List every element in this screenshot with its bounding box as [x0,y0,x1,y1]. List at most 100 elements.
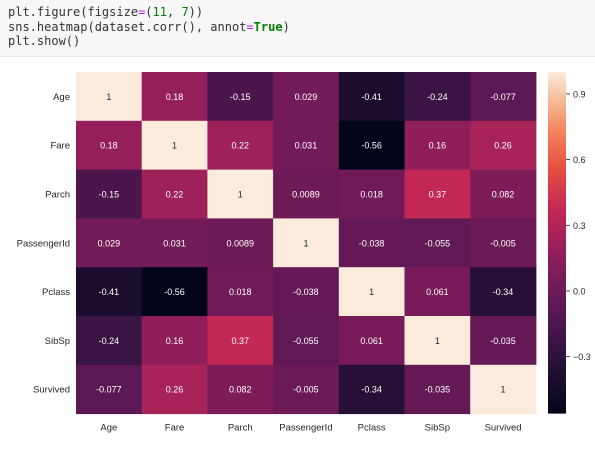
colorbar: 0.9 0.6 0.3 0.0 −0.3 [548,72,591,414]
heatmap-cell [141,169,208,219]
row-tick-label: PassengerId [17,238,70,249]
heatmap-cell [76,218,143,268]
cell-annotation: -0.34 [493,287,514,297]
colorbar-tick-label: 0.3 [573,221,586,231]
cell-annotation: 0.22 [166,190,184,200]
row-tick-label: Parch [45,190,70,201]
heatmap-cell [404,169,471,219]
heatmap-cell [76,364,143,415]
cell-annotation: 1 [435,336,440,346]
heatmap-cell [273,267,340,317]
code-cell[interactable]: plt.figure(figsize=(11, 7)) sns.heatmap(… [0,0,595,57]
cell-annotation: -0.41 [99,287,120,297]
heatmap-cell [470,169,537,219]
cell-annotation: -0.15 [99,190,120,200]
heatmap-cell [273,120,340,171]
column-tick-label: Fare [165,423,185,434]
heatmap-cell [141,72,208,122]
cell-annotation: -0.038 [293,287,319,297]
cell-annotation: -0.038 [359,238,385,248]
heatmap-cell [338,364,405,415]
cell-annotation: -0.24 [99,336,120,346]
cell-annotation: -0.055 [293,336,319,346]
heatmap-cell [207,364,274,415]
heatmap-cells: 1 0.18 -0.15 0.029 -0.41 -0.24 -0.077 0.18 1 0.22… [76,72,537,415]
heatmap-cell [273,72,340,122]
heatmap-cell [76,120,143,171]
heatmap-cell [338,316,405,366]
column-tick-label: Pclass [358,423,386,434]
row-labels: Age Fare Parch PassengerId Pclass SibSp Surviv… [17,92,71,396]
cell-annotation: 0.37 [429,190,447,200]
cell-annotation: 1 [501,385,506,395]
column-tick-label: PassengerId [279,423,332,434]
row-tick-label: Fare [50,141,70,152]
heatmap-chart: 1 0.18 -0.15 0.029 -0.41 -0.24 -0.077 0.18 1 0.22… [17,72,591,434]
cell-annotation: 0.061 [360,336,383,346]
heatmap-cell [76,267,143,317]
cell-annotation: 0.0089 [292,190,320,200]
row-tick-label: Age [53,92,70,103]
cell-annotation: 0.26 [166,385,184,395]
code-line-1: plt.figure(figsize=(11, 7)) [8,5,204,19]
cell-annotation: 0.16 [429,141,447,151]
cell-annotation: 0.082 [492,190,515,200]
heatmap-cell [404,218,471,268]
colorbar-tick-label: 0.9 [573,89,586,99]
heatmap-cell [273,316,340,366]
cell-annotation: 0.26 [494,141,512,151]
column-tick-label: SibSp [425,423,450,434]
cell-annotation: -0.34 [361,385,382,395]
heatmap-cell [207,267,274,317]
cell-annotation: 1 [238,190,243,200]
heatmap-cell [404,316,471,366]
colorbar-tick-label: 0.6 [573,155,586,165]
cell-annotation: 0.0089 [226,238,254,248]
cell-annotation: -0.005 [293,385,319,395]
cell-annotation: 0.18 [100,141,118,151]
row-tick-label: Pclass [42,287,70,298]
heatmap-cell [207,120,274,171]
cell-annotation: 0.061 [426,287,449,297]
heatmap-cell [404,120,471,171]
cell-annotation: 0.37 [231,336,249,346]
heatmap-cell [470,364,537,415]
heatmap-cell [338,120,405,171]
heatmap-cell [141,364,208,415]
cell-annotation: -0.077 [96,385,122,395]
heatmap-cell [141,267,208,317]
heatmap-cell [338,218,405,268]
cell-annotation: -0.055 [425,238,451,248]
code-line-3: plt.show() [8,34,81,48]
heatmap-cell [273,364,340,415]
cell-annotation: 1 [303,238,308,248]
cell-annotation: 1 [106,92,111,102]
heatmap-cell [141,316,208,366]
column-tick-label: Parch [228,423,253,434]
heatmap-cell [207,72,274,122]
cell-annotation: 0.18 [166,92,184,102]
cell-annotation: -0.077 [490,92,516,102]
heatmap-cell [404,72,471,122]
heatmap-cell [273,169,340,219]
cell-annotation: 0.031 [295,141,318,151]
column-labels: Age Fare Parch PassengerId Pclass SibSp Surviv… [100,423,521,434]
cell-annotation: 0.018 [360,190,383,200]
heatmap-cell [470,72,537,122]
cell-annotation: 0.018 [229,287,252,297]
heatmap-cell [338,169,405,219]
heatmap-cell [338,267,405,317]
colorbar-tick-label: −0.3 [573,352,591,362]
heatmap-cell [141,218,208,268]
heatmap-cell [207,316,274,366]
cell-annotation: -0.035 [490,336,516,346]
cell-annotation: -0.005 [490,238,516,248]
cell-annotation: -0.56 [164,287,185,297]
heatmap-cell [207,169,274,219]
code-line-2: sns.heatmap(dataset.corr(), annot=True) [8,19,290,34]
cell-annotation: -0.41 [361,92,382,102]
cell-annotation: 0.082 [229,385,252,395]
cell-annotation: 0.16 [166,336,184,346]
cell-annotation: -0.24 [427,92,448,102]
colorbar-tick-label: 0.0 [573,286,586,296]
